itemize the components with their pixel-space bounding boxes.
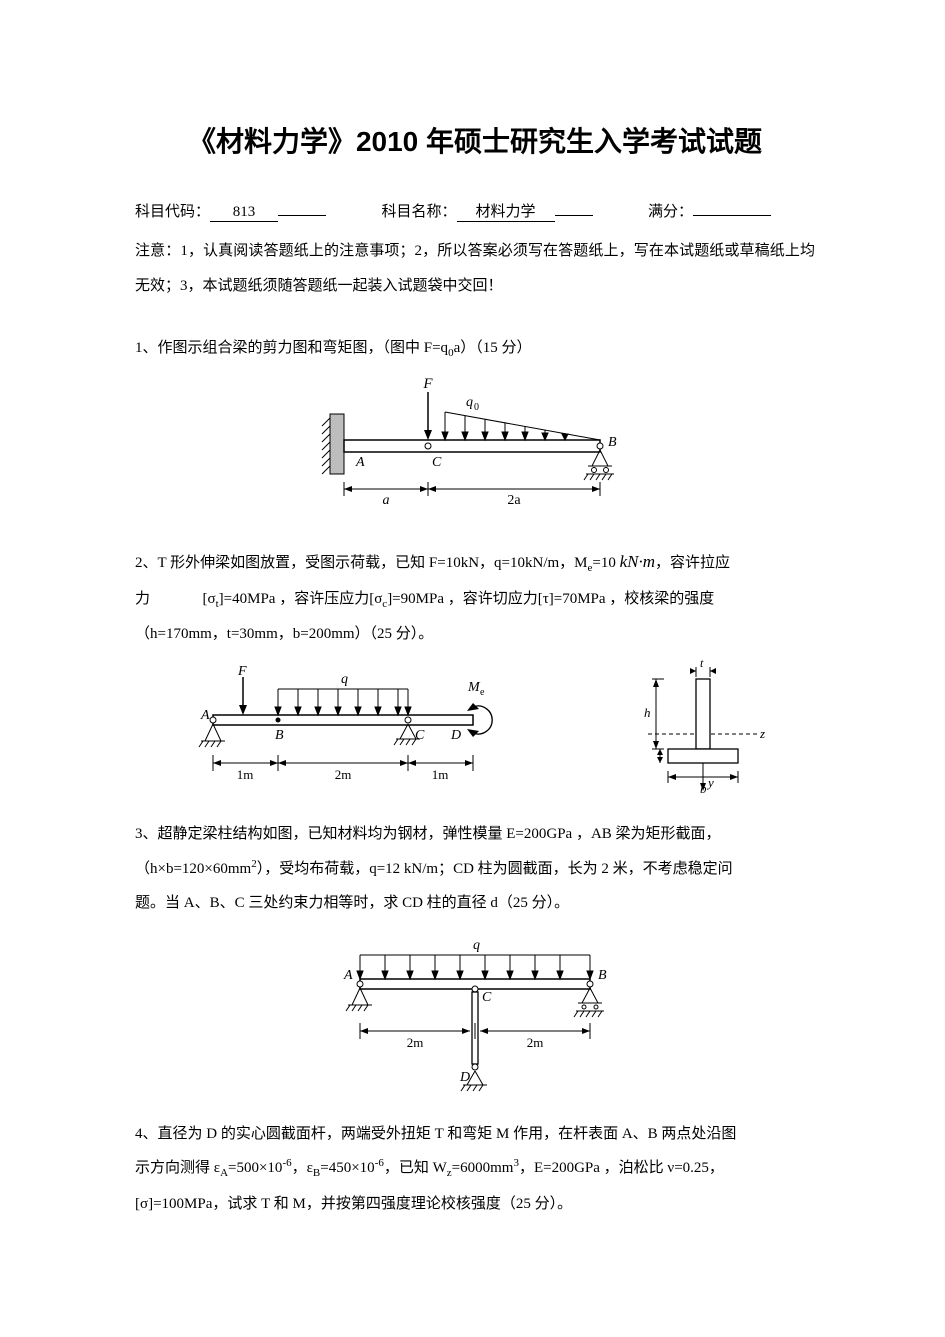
svg-text:q: q xyxy=(466,395,473,410)
full-value xyxy=(693,215,771,216)
p2-t2b: [σ xyxy=(203,591,216,607)
svg-text:F: F xyxy=(422,376,433,392)
full-label: 满分： xyxy=(648,204,693,220)
p1-b: a）（15 分） xyxy=(454,340,532,356)
problem-1: 1、作图示组合梁的剪力图和弯矩图，（图中 F=q0a）（15 分） xyxy=(135,331,815,366)
p4-t2d: =450×10 xyxy=(320,1160,374,1176)
svg-text:2a: 2a xyxy=(507,493,521,508)
p2-t1c: ，容许拉应 xyxy=(655,555,730,571)
p3-t2a: （h×b=120×60mm xyxy=(135,861,251,877)
p4-t2g: ，E=200GPa ，泊松比 ν=0.25， xyxy=(519,1160,724,1176)
p2-t2c: ]=40MPa ，容许压应力[σ xyxy=(219,591,383,607)
code-blank xyxy=(278,215,326,216)
name-blank xyxy=(555,215,593,216)
figure-2: F q M e A B C D xyxy=(135,659,815,799)
p2-sp xyxy=(150,591,203,607)
svg-text:D: D xyxy=(459,1070,470,1085)
svg-text:C: C xyxy=(482,990,492,1005)
page-title: 《材料力学》2010 年硕士研究生入学考试试题 xyxy=(135,120,815,160)
svg-text:q: q xyxy=(473,938,480,953)
problem-4: 4、直径为 D 的实心圆截面杆，两端受外扭矩 T 和弯矩 M 作用，在杆表面 A… xyxy=(135,1117,815,1221)
svg-text:h: h xyxy=(644,705,651,720)
svg-text:B: B xyxy=(275,728,284,743)
svg-text:C: C xyxy=(432,455,442,470)
p3-t2b: ），受均布荷载，q=12 kN/m；CD 柱为圆截面，长为 2 米，不考虑稳定问 xyxy=(257,861,733,877)
svg-text:D: D xyxy=(450,728,461,743)
figure-3: q A B C D xyxy=(135,929,815,1099)
name-label: 科目名称： xyxy=(382,204,457,220)
svg-text:t: t xyxy=(700,659,704,670)
svg-text:1m: 1m xyxy=(236,767,253,782)
p3-t3: 题。当 A、B、C 三处约束力相等时，求 CD 柱的直径 d（25 分）。 xyxy=(135,895,569,911)
p4-t2f: =6000mm xyxy=(452,1160,514,1176)
p4-s2: -6 xyxy=(375,1157,384,1169)
p2-t1: 2、T 形外伸梁如图放置，受图示荷载，已知 F=10kN，q=10kN/m，M xyxy=(135,555,588,571)
svg-text:A: A xyxy=(200,708,210,723)
p4-t2e: ，已知 W xyxy=(384,1160,447,1176)
svg-text:A: A xyxy=(343,968,353,983)
p4-t1: 4、直径为 D 的实心圆截面杆，两端受外扭矩 T 和弯矩 M 作用，在杆表面 A… xyxy=(135,1126,736,1142)
notice-text: 注意：1，认真阅读答题纸上的注意事项；2，所以答案必须写在答题纸上，写在本试题纸… xyxy=(135,234,815,303)
svg-text:2m: 2m xyxy=(334,767,351,782)
p1-a: 1、作图示组合梁的剪力图和弯矩图，（图中 F=q xyxy=(135,340,448,356)
p2-t2a: 力 xyxy=(135,591,150,607)
p3-t1: 3、超静定梁柱结构如图，已知材料均为钢材，弹性模量 E=200GPa ，AB 梁… xyxy=(135,826,721,842)
name-value: 材料力学 xyxy=(457,200,555,222)
p2-t3: （h=170mm，t=30mm，b=200mm）（25 分）。 xyxy=(135,626,433,642)
figure-1: F q 0 A C B xyxy=(135,374,815,524)
svg-text:M: M xyxy=(467,680,481,695)
svg-text:F: F xyxy=(237,664,247,679)
p4-t2b: =500×10 xyxy=(228,1160,282,1176)
p4-t3: [σ]=100MPa，试求 T 和 M，并按第四强度理论校核强度（25 分）。 xyxy=(135,1196,572,1212)
p4-A: A xyxy=(220,1167,228,1179)
svg-text:e: e xyxy=(480,687,485,698)
code-value: 813 xyxy=(210,204,278,222)
svg-text:2m: 2m xyxy=(527,1035,544,1050)
svg-text:z: z xyxy=(759,726,765,741)
svg-text:C: C xyxy=(415,728,425,743)
svg-text:B: B xyxy=(598,968,607,983)
p4-t2c: ，ε xyxy=(292,1160,313,1176)
svg-text:B: B xyxy=(608,435,617,450)
svg-text:1m: 1m xyxy=(431,767,448,782)
svg-text:0: 0 xyxy=(474,402,479,413)
p2-t2d: ]=90MPa ，容许切应力[τ]=70MPa ，校核梁的强度 xyxy=(387,591,714,607)
p4-t2a: 示方向测得 ε xyxy=(135,1160,220,1176)
p2-knm: kN·m xyxy=(620,552,655,571)
svg-text:a: a xyxy=(383,493,390,508)
svg-text:A: A xyxy=(355,455,365,470)
problem-2: 2、T 形外伸梁如图放置，受图示荷载，已知 F=10kN，q=10kN/m，Me… xyxy=(135,542,815,651)
p4-s1: -6 xyxy=(282,1157,291,1169)
svg-text:q: q xyxy=(341,672,348,687)
problem-3: 3、超静定梁柱结构如图，已知材料均为钢材，弹性模量 E=200GPa ，AB 梁… xyxy=(135,817,815,921)
header-line: 科目代码：813 科目名称：材料力学 满分： xyxy=(135,200,815,222)
svg-text:b: b xyxy=(700,781,707,796)
p2-t1b: =10 xyxy=(592,555,615,571)
code-label: 科目代码： xyxy=(135,204,210,220)
svg-text:2m: 2m xyxy=(407,1035,424,1050)
